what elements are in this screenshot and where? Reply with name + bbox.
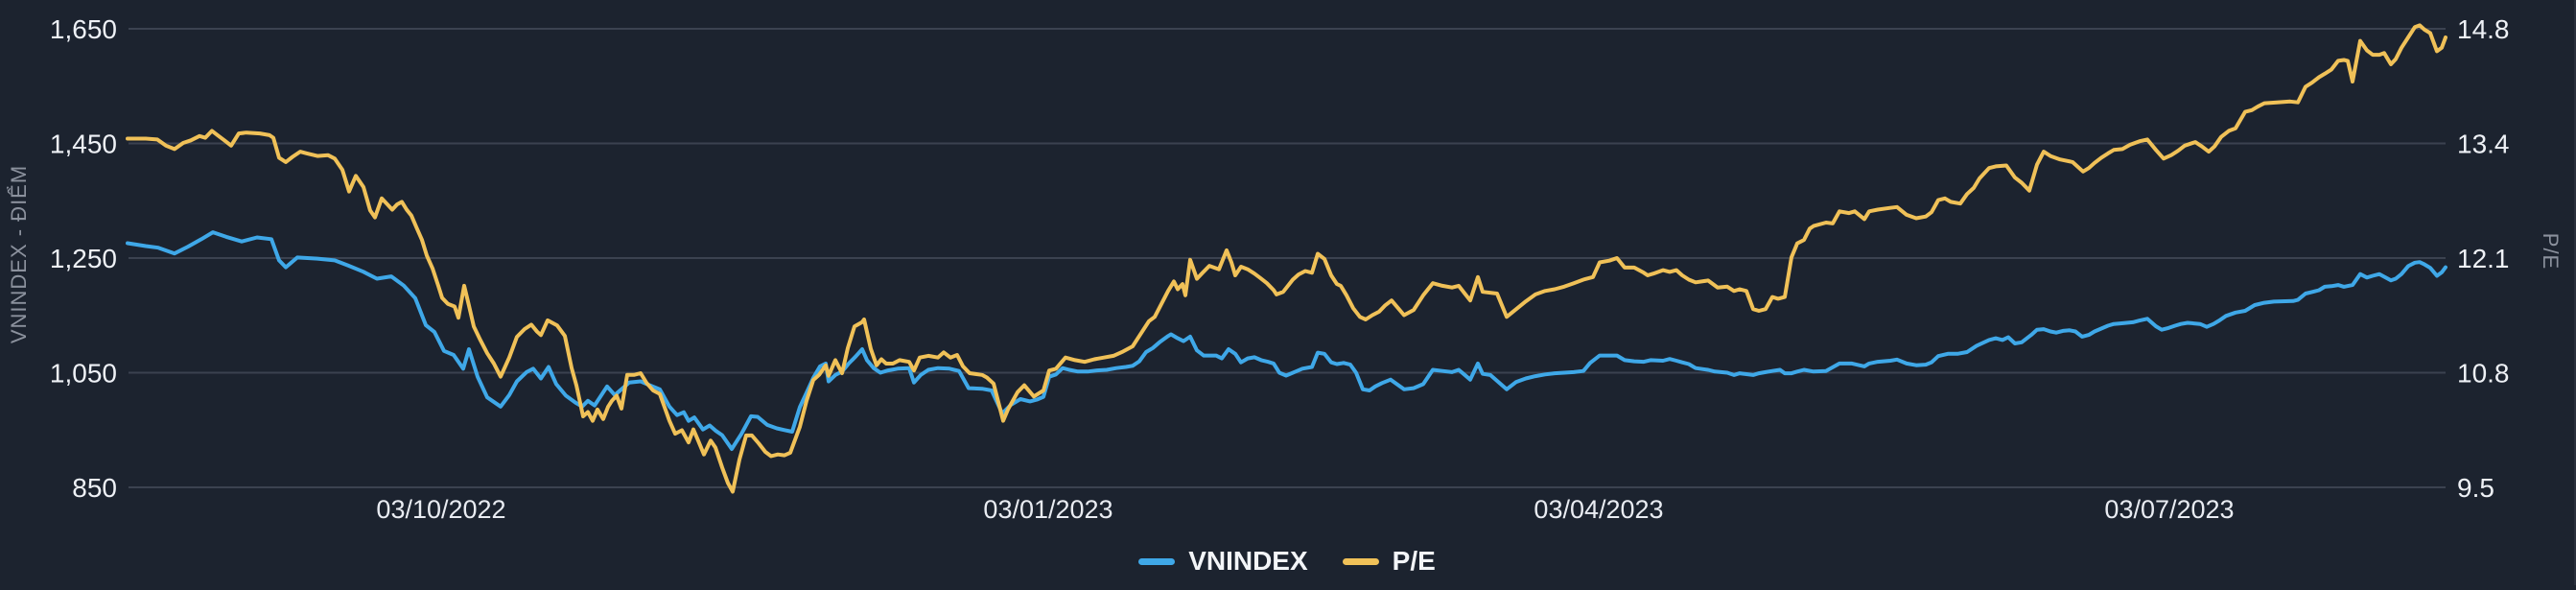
x-axis-ticks: 03/10/2022 03/01/2023 03/04/2023 03/07/2023 (376, 495, 2234, 524)
pe-line[interactable] (126, 23, 2447, 494)
y-axis-tick-right: 14.8 (2457, 14, 2510, 44)
x-axis-tick: 03/07/2023 (2104, 495, 2234, 524)
y-axis-tick-right: 9.5 (2457, 473, 2494, 503)
y-axis-right-ticks: 9.5 10.8 12.1 13.4 14.8 (2457, 14, 2510, 503)
legend-swatch (1342, 557, 1379, 565)
y-axis-tick-right: 12.1 (2457, 244, 2510, 273)
legend-item-pe[interactable]: P/E (1342, 546, 1436, 577)
right-axis-title: P/E (2539, 233, 2563, 270)
legend-label: P/E (1392, 546, 1436, 576)
y-axis-tick-left: 1,650 (50, 14, 117, 44)
x-axis-tick: 03/10/2022 (376, 495, 505, 524)
y-axis-tick-right: 10.8 (2457, 359, 2510, 389)
y-axis-tick-left: 1,450 (50, 130, 117, 159)
legend-swatch (1138, 557, 1176, 565)
chart-legend: VNINDEX P/E (0, 544, 2574, 578)
left-axis-title: VNINDEX - ĐIỂM (7, 165, 31, 343)
x-axis-tick: 03/01/2023 (983, 495, 1112, 524)
legend-item-vnindex[interactable]: VNINDEX (1138, 546, 1308, 577)
y-axis-tick-left: 1,250 (50, 244, 117, 273)
y-axis-tick-left: 850 (72, 473, 117, 503)
series-lines (126, 23, 2447, 494)
y-axis-tick-right: 13.4 (2457, 130, 2510, 159)
y-axis-tick-left: 1,050 (50, 359, 117, 389)
gridlines (129, 28, 2446, 488)
x-axis-tick: 03/04/2023 (1534, 495, 1663, 524)
y-axis-left-ticks: 850 1,050 1,250 1,450 1,650 (50, 14, 117, 503)
legend-label: VNINDEX (1188, 546, 1308, 576)
vnindex-line[interactable] (126, 230, 2447, 451)
